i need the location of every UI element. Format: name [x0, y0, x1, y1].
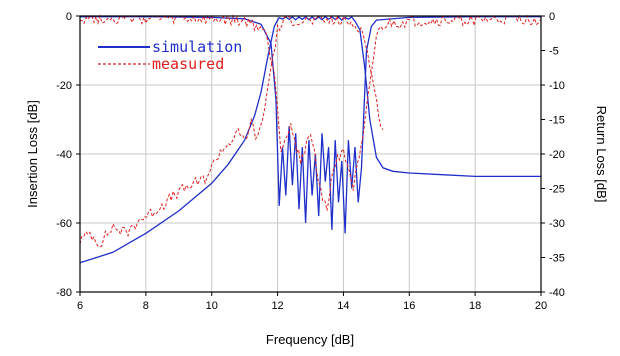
- y-right-tick-label: -15: [549, 115, 565, 127]
- y-left-tick-label: -80: [56, 287, 72, 299]
- y-left-tick-label: -40: [56, 149, 72, 161]
- series-simulation-return-line: [80, 16, 541, 234]
- x-tick-label: 14: [337, 300, 349, 312]
- grid: [80, 16, 541, 292]
- y-right-tick-label: -25: [549, 184, 565, 196]
- y-left-tick-label: -20: [56, 80, 72, 92]
- y-right-tick-label: -40: [549, 287, 565, 299]
- x-tick-label: 6: [77, 300, 83, 312]
- y-right-tick-label: -5: [549, 46, 559, 58]
- series-measured-insertion-line: [79, 14, 384, 248]
- y-right-tick-label: 0: [549, 11, 555, 23]
- y-right-tick-label: -35: [549, 253, 565, 265]
- y-left-axis-title: Insertion Loss [dB]: [25, 100, 40, 208]
- y-right-tick-label: -20: [549, 149, 565, 161]
- y-right-tick-label: -10: [549, 80, 565, 92]
- legend: simulation measured: [98, 38, 242, 73]
- x-tick-label: 16: [403, 300, 415, 312]
- x-tick-labels: 6 8 10 12 14 16 18 20: [77, 292, 547, 312]
- x-tick-label: 18: [469, 300, 481, 312]
- y-right-tick-label: -30: [549, 218, 565, 230]
- series-measured-return-line: [79, 14, 542, 211]
- y-right-axis-title: Return Loss [dB]: [594, 106, 609, 203]
- y-left-tick-labels: 0 -20 -40 -60 -80: [56, 11, 80, 299]
- legend-measured-label: measured: [152, 55, 224, 73]
- x-tick-label: 12: [271, 300, 283, 312]
- plot-area: [79, 14, 542, 264]
- y-right-tick-labels: 0 -5 -10 -15 -20 -25 -30 -35 -40: [541, 11, 565, 299]
- x-axis-title: Frequency [dB]: [266, 332, 354, 347]
- y-left-tick-label: -60: [56, 218, 72, 230]
- x-tick-label: 8: [143, 300, 149, 312]
- x-tick-label: 20: [535, 300, 547, 312]
- legend-simulation-label: simulation: [152, 38, 242, 56]
- series-simulation-insertion-line: [79, 15, 541, 264]
- y-left-tick-label: 0: [66, 11, 72, 23]
- x-tick-label: 10: [206, 300, 218, 312]
